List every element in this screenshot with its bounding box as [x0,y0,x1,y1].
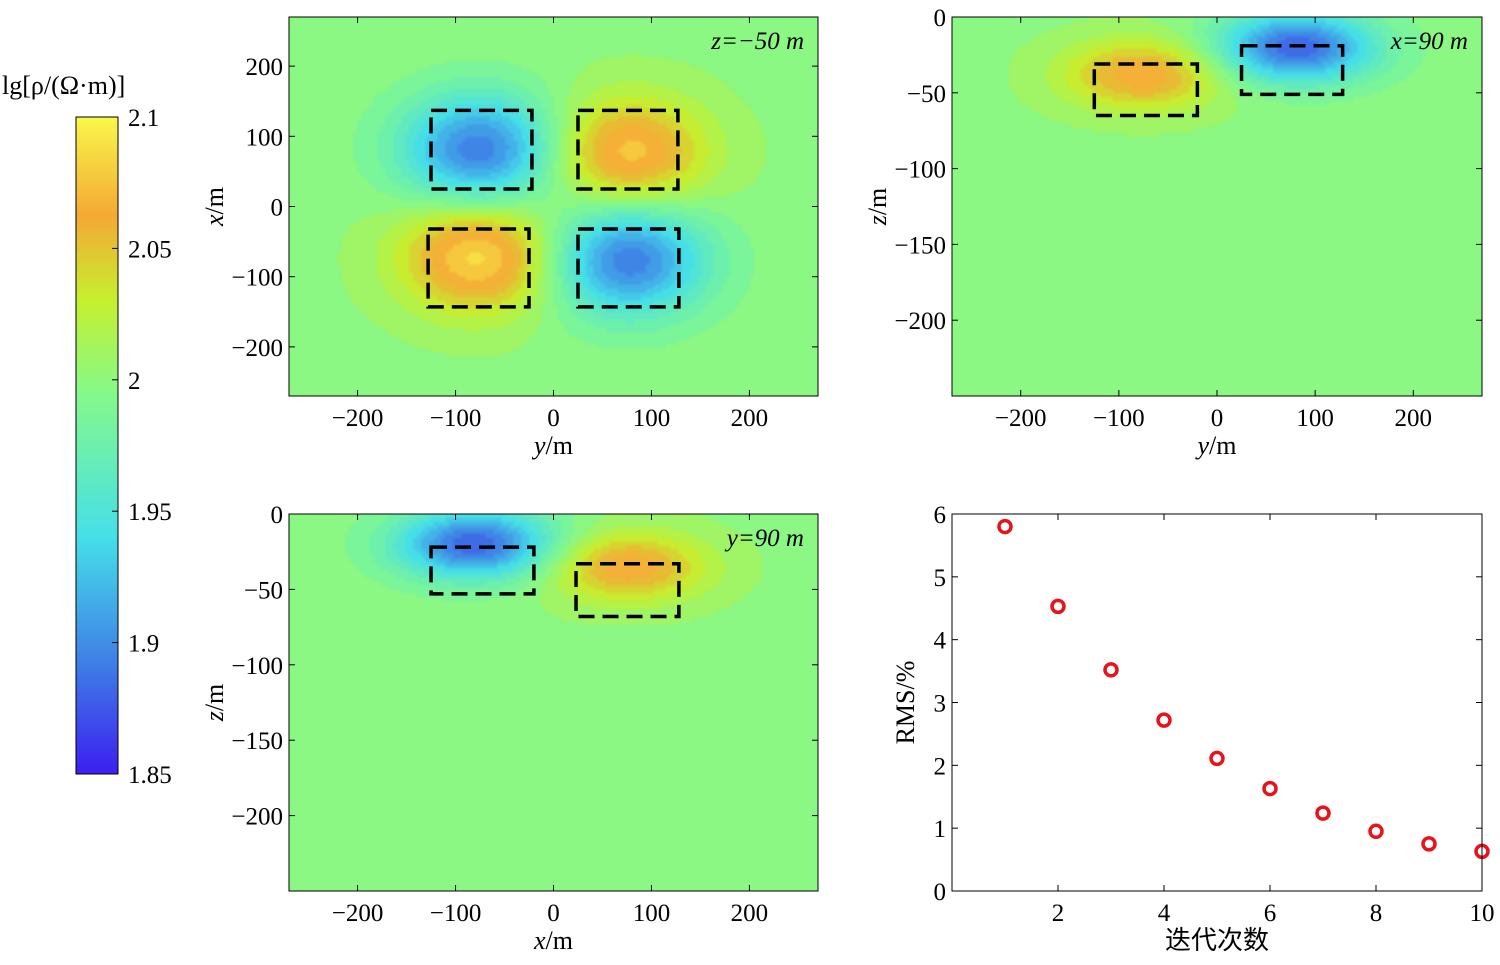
y-tick-label: 4 [934,628,947,655]
data-point-6 [1262,780,1278,797]
anomaly-box-2 [1239,44,1345,97]
x-axis-label: x/m [533,926,573,955]
y-tick-label: −200 [231,335,283,362]
x-tick-label: 200 [731,405,769,432]
y-axis-label: x/m [200,187,229,227]
x-tick-label: −200 [995,405,1047,432]
anomaly-box-1 [429,545,536,596]
panel-annotation: x=90 m [1390,28,1468,55]
data-point-5 [1209,750,1225,767]
y-tick-label: 2 [934,753,947,780]
colorbar: lg[ρ/(Ω·m)] 1.85 1.9 1.95 2 2.05 2.1 [2,71,172,789]
y-tick-label: −50 [244,577,283,604]
y-tick-label: 100 [246,124,284,151]
data-point-7 [1315,805,1331,821]
x-axis-label: y/m [1195,431,1237,460]
x-tick-label: 0 [547,405,560,432]
y-tick-label: 3 [934,691,947,718]
heatmap-field [952,17,1482,396]
colorbar-tick-label: 1.9 [128,631,159,658]
y-tick-label: 0 [271,502,284,529]
x-tick-label: 200 [1395,405,1433,432]
heatmap-field [289,17,818,396]
colorbar-tick-label: 1.95 [128,499,172,526]
y-tick-label: 0 [934,5,947,32]
y-tick-label: −100 [231,653,283,680]
y-tick-label: −100 [894,157,946,184]
anomaly-box-2 [574,562,681,619]
x-tick-label: 200 [731,900,769,927]
x-axis-label: y/m [531,431,573,460]
y-tick-label: −100 [231,265,283,292]
colorbar-tick-label: 2.1 [128,105,159,132]
panel-bottom-left: y=90 m −200 −100 0 100 200 0 −50 −100 −150 −200 x/m… [200,502,819,955]
x-tick-label: 100 [633,900,671,927]
x-tick-label: −200 [332,900,384,927]
heatmap-field [289,514,818,891]
y-tick-label: −200 [231,804,283,831]
x-tick-label: 4 [1158,900,1171,927]
y-tick-label: 0 [271,195,284,222]
data-point-2 [1050,598,1066,615]
x-tick-label: 100 [1296,405,1334,432]
panel-top-left: z=−50 m −200 −100 0 100 200 −200 −100 0 100 200 y/m… [200,16,819,460]
data-point-8 [1368,823,1384,840]
anomaly-box-3 [426,227,531,309]
y-tick-label: −200 [894,308,946,335]
x-tick-label: 0 [547,900,560,927]
x-tick-label: −100 [430,405,482,432]
anomaly-box-2 [576,108,680,191]
y-tick-label: 0 [934,879,947,906]
y-tick-label: 6 [934,502,947,529]
data-point-9 [1421,836,1437,852]
y-axis-label: z/m [863,188,892,227]
panel-annotation: z=−50 m [710,28,804,55]
x-tick-label: 2 [1052,900,1065,927]
anomaly-box-1 [1092,62,1200,118]
x-tick-label: 0 [1211,405,1224,432]
y-tick-label: −150 [894,232,946,259]
colorbar-label: lg[ρ/(Ω·m)] [2,71,125,100]
data-point-1 [997,518,1013,535]
colorbar-tick-label: 2 [128,368,141,395]
colorbar-tick-label: 1.85 [128,762,172,789]
colorbar-bar [75,116,119,775]
colorbar-tick-label: 2.05 [128,236,172,263]
x-tick-label: 8 [1370,900,1383,927]
plot-background [952,514,1482,891]
panel-top-right: x=90 m −200 −100 0 100 200 0 −50 −100 −150 −200 y/m… [863,5,1483,460]
y-tick-label: 5 [934,565,947,592]
data-point-4 [1156,712,1172,728]
x-tick-label: 6 [1264,900,1277,927]
anomaly-box-4 [576,227,681,309]
data-point-3 [1103,662,1119,678]
y-tick-label: 1 [934,816,947,843]
anomaly-box-1 [429,108,534,191]
y-tick-label: −150 [231,728,283,755]
y-tick-label: −50 [907,81,946,108]
panel-annotation: y=90 m [724,525,804,552]
x-tick-label: 100 [633,405,671,432]
x-tick-label: −100 [430,900,482,927]
x-tick-label: −200 [332,405,384,432]
x-tick-label: 10 [1470,900,1495,927]
y-axis-label: z/m [200,684,229,723]
x-axis-label: 迭代次数 [1165,926,1269,955]
y-axis-label: RMS/% [891,661,920,745]
y-tick-label: 200 [246,54,284,81]
x-tick-label: −100 [1093,405,1145,432]
